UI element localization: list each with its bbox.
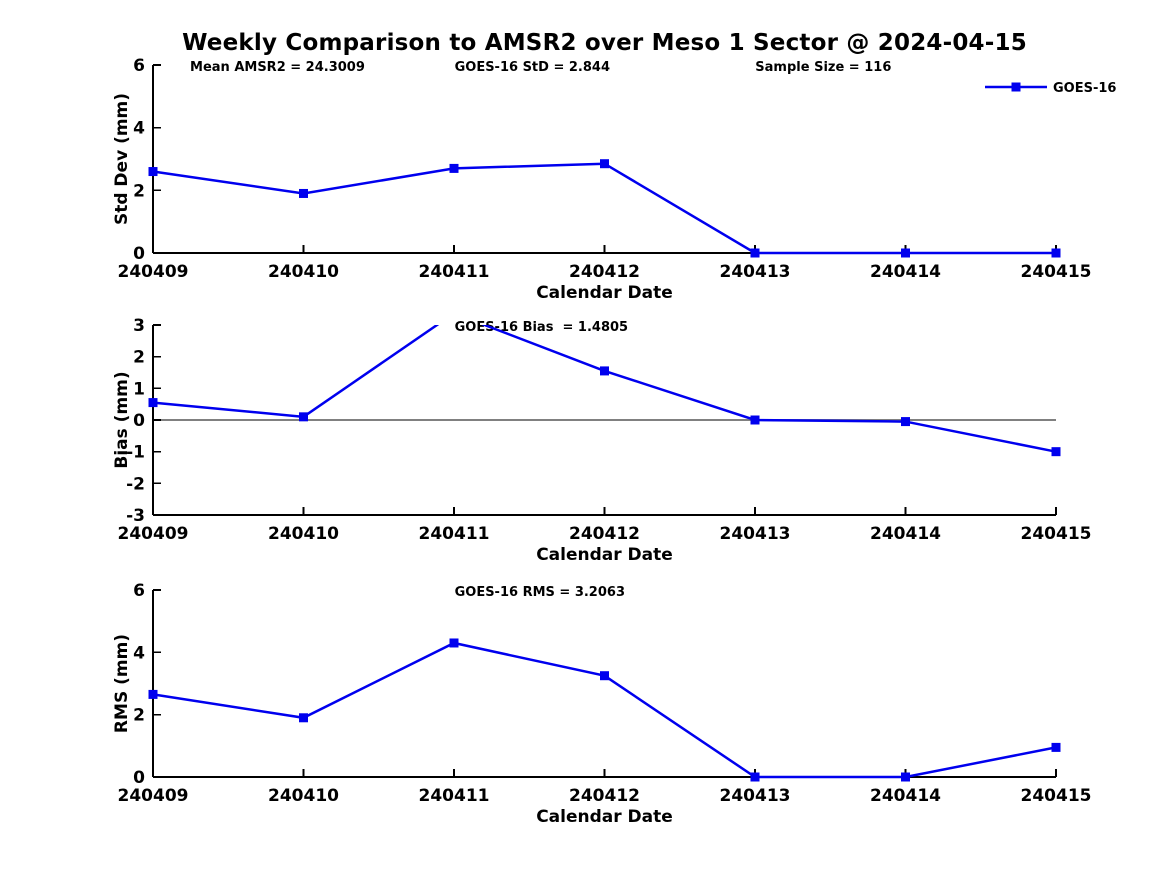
data-point-marker <box>901 248 910 258</box>
y-tick-label: 6 <box>133 56 145 76</box>
x-tick-label: 240411 <box>419 786 490 806</box>
x-tick-label: 240412 <box>569 262 640 282</box>
y-tick-label: -3 <box>126 506 145 526</box>
annotation-text: GOES-16 RMS = 3.2063 <box>455 585 625 600</box>
y-tick-label: -2 <box>126 474 145 494</box>
y-tick-label: 4 <box>133 119 145 139</box>
x-tick-label: 240414 <box>870 524 941 544</box>
y-tick-label: 1 <box>133 379 145 399</box>
x-tick-label: 240410 <box>268 524 339 544</box>
data-point-marker <box>299 713 308 723</box>
x-tick-label: 240409 <box>118 786 189 806</box>
x-tick-label: 240410 <box>268 786 339 806</box>
data-point-marker <box>600 366 609 376</box>
x-axis-label: Calendar Date <box>536 807 673 827</box>
y-tick-label: 2 <box>133 348 145 368</box>
y-axis-label: Std Dev (mm) <box>112 93 132 225</box>
y-tick-label: 0 <box>133 244 145 264</box>
legend-marker <box>1011 82 1021 92</box>
x-tick-label: 240415 <box>1021 786 1092 806</box>
data-point-marker <box>750 415 760 425</box>
y-tick-label: -1 <box>126 443 145 463</box>
x-tick-label: 240411 <box>419 262 490 282</box>
x-tick-label: 240414 <box>870 786 941 806</box>
x-tick-label: 240409 <box>118 262 189 282</box>
data-point-marker <box>901 772 910 782</box>
data-point-marker <box>148 167 158 177</box>
annotation-text: Sample Size = 116 <box>755 60 891 75</box>
y-tick-label: 0 <box>133 411 145 431</box>
x-axis-label: Calendar Date <box>536 545 673 565</box>
series-line <box>152 162 1056 255</box>
data-point-marker <box>148 689 158 699</box>
data-point-marker <box>299 412 308 422</box>
legend-label: GOES-16 <box>1053 81 1116 96</box>
subplot-std-dev: 0 2 4 6 240409 240410 240411 240412 240413 240414… <box>112 56 1117 303</box>
x-tick-label: 240411 <box>419 524 490 544</box>
y-tick-label: 4 <box>133 643 145 663</box>
data-point-marker <box>1051 742 1061 752</box>
data-point-marker <box>449 638 459 648</box>
x-tick-label: 240409 <box>118 524 189 544</box>
data-point-marker <box>450 309 459 318</box>
legend: GOES-16 <box>985 81 1116 96</box>
annotation-text: GOES-16 StD = 2.844 <box>455 60 610 75</box>
y-axis-label: Bias (mm) <box>112 371 132 468</box>
x-tick-label: 240415 <box>1021 524 1092 544</box>
data-point-marker <box>1051 447 1061 457</box>
data-point-marker <box>148 398 158 408</box>
series-line <box>152 641 1057 779</box>
data-point-marker <box>1051 248 1061 258</box>
data-point-marker <box>299 188 308 198</box>
subplot-bias: -3 -2 -1 0 1 2 3 240409 240410 240411 240412 240413… <box>112 309 1092 565</box>
data-point-marker <box>750 772 760 782</box>
x-tick-label: 240413 <box>720 524 791 544</box>
data-point-marker <box>901 417 910 427</box>
x-tick-label: 240412 <box>569 524 640 544</box>
data-point-marker <box>449 163 459 173</box>
x-tick-label: 240413 <box>720 786 791 806</box>
x-tick-label: 240414 <box>870 262 941 282</box>
x-tick-label: 240410 <box>268 262 339 282</box>
y-tick-label: 0 <box>133 768 145 788</box>
annotation-text: GOES-16 Bias = 1.4805 <box>455 320 629 335</box>
x-tick-label: 240412 <box>569 786 640 806</box>
y-tick-label: 6 <box>133 581 145 601</box>
x-tick-label: 240413 <box>720 262 791 282</box>
x-tick-label: 240415 <box>1021 262 1092 282</box>
y-axis-label: RMS (mm) <box>112 634 132 733</box>
y-tick-label: 2 <box>133 181 145 201</box>
y-tick-label: 2 <box>133 706 145 726</box>
y-tick-label: 3 <box>133 316 145 336</box>
data-point-marker <box>600 159 609 169</box>
annotation-text: Mean AMSR2 = 24.3009 <box>190 60 365 75</box>
subplot-rms: 0 2 4 6 240409 240410 240411 240412 240413 240414… <box>112 581 1092 827</box>
chart-title: Weekly Comparison to AMSR2 over Meso 1 S… <box>182 30 1027 56</box>
data-point-marker <box>600 671 609 681</box>
x-axis-label: Calendar Date <box>536 283 673 303</box>
data-point-marker <box>750 248 760 258</box>
